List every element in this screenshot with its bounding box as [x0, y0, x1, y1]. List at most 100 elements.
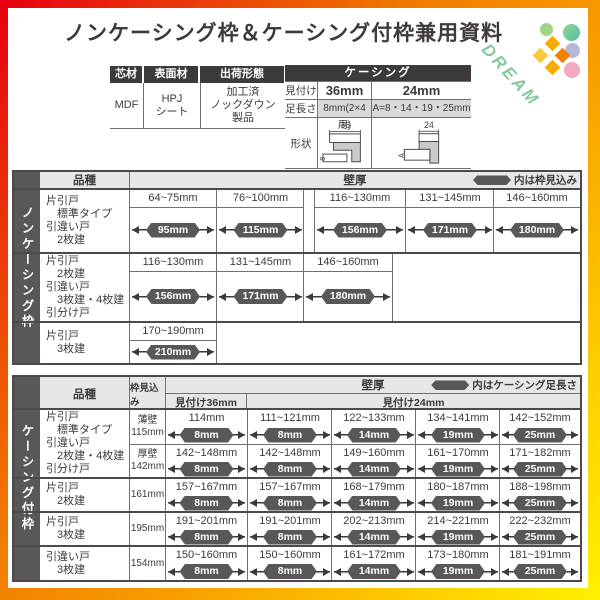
- wall-thickness-cell: 161~172mm 14mm: [331, 547, 416, 580]
- table2-subheader-24: 見付け24mm: [247, 394, 580, 410]
- table2-row2-data: 161mm 157~167mm 8mm 157~167mm 8mm 168~17…: [130, 479, 580, 511]
- dimension-pill: 19mm: [431, 427, 485, 443]
- table2-legend: 内はケーシング足長さ: [431, 378, 577, 393]
- dimension-pill: 25mm: [513, 529, 567, 545]
- table2-row3-data: 195mm 191~201mm 8mm 191~201mm 8mm 202~21…: [130, 513, 580, 545]
- casing-profile-36-icon: 36 8: [320, 120, 361, 163]
- dimension-pill: 171mm: [233, 289, 288, 304]
- wall-thickness-cell: 188~198mm 25mm: [499, 479, 580, 511]
- table1-header-wall-label: 壁厚: [343, 175, 367, 187]
- wall-thickness-cell: 142~152mm 25mm: [499, 410, 580, 444]
- dimension-pill: 25mm: [513, 495, 567, 511]
- wall-range: 111~121mm: [260, 412, 320, 424]
- dimension-arrow: 19mm: [418, 529, 498, 545]
- dimension-arrow: 171mm: [219, 289, 302, 304]
- dimension-arrow: 210mm: [132, 344, 214, 360]
- wall-thickness-cell: 116~130mm 156mm: [315, 190, 405, 252]
- dimension-pill: 8mm: [179, 461, 234, 477]
- dimension-pill: 19mm: [431, 564, 485, 579]
- wall-thickness-cell: 116~130mm 156mm: [130, 254, 216, 321]
- wall-range: 168~179mm: [343, 481, 405, 493]
- dimension-pill: 8mm: [179, 495, 234, 511]
- table1-row-triple: 片引戸 3枚建 170~190mm 210mm: [14, 323, 580, 363]
- dimension-pill: 14mm: [347, 529, 401, 545]
- logo-dot-green-icon: [540, 23, 553, 36]
- table2-legend-text: 内はケーシング足長さ: [472, 379, 577, 392]
- wall-range: 202~213mm: [343, 515, 405, 527]
- svg-text:8: 8: [320, 157, 327, 161]
- dimension-arrow: 14mm: [334, 461, 414, 477]
- dimension-pill: 8mm: [263, 529, 317, 545]
- table2-thickwall-subrow: 厚壁 142mm 142~148mm 8mm 142~148mm 8mm 149…: [130, 445, 580, 477]
- wall-thickness-cell: 134~141mm 19mm: [415, 410, 500, 444]
- casing-face-width-36: 36mm: [317, 82, 371, 99]
- wall-thickness-cell: 157~167mm 8mm: [166, 479, 247, 511]
- wall-range: 131~145mm: [406, 190, 494, 208]
- wall-thickness-cell: 173~180mm 19mm: [415, 547, 500, 580]
- wall-range: 122~133mm: [343, 412, 405, 424]
- casing-face-width-24: 24mm: [371, 82, 471, 99]
- dimension-arrow: 8mm: [250, 461, 330, 477]
- non-casing-frame-table: ノンケーシング枠 品種 壁厚 内は枠見込み 片引戸 標準タイプ 引違い戸 2枚建…: [12, 170, 582, 365]
- casing-face-width-row: 見付け 36mm 24mm: [285, 81, 471, 99]
- dimension-arrow: 19mm: [418, 564, 498, 579]
- dimension-arrow: 8mm: [250, 564, 330, 579]
- legend-pill-icon: [473, 175, 511, 185]
- wall-range: 171~182mm: [509, 447, 571, 459]
- table1-legend: 内は枠見込み: [473, 173, 577, 188]
- wall-range: 149~160mm: [343, 447, 405, 459]
- wall-range: 180~187mm: [427, 481, 489, 493]
- table2-thinwall-subrow: 薄壁 115mm 114mm 8mm 111~121mm 8mm 122~133…: [130, 410, 580, 445]
- wall-thickness-cell: 64~75mm 95mm: [130, 190, 216, 252]
- wall-range: 191~201mm: [259, 515, 321, 527]
- table2-row3-kind: 片引戸 3枚建: [40, 513, 130, 545]
- wall-thickness-cell: 76~100mm 115mm: [216, 190, 304, 252]
- casing-leg-length-24: A=8・14・19・25mm: [371, 100, 471, 117]
- table1-header-kind: 品種: [40, 172, 130, 188]
- wall-range: 191~201mm: [175, 515, 238, 527]
- wall-range: 116~130mm: [315, 190, 405, 208]
- wall-thickness-cell: 222~232mm 25mm: [499, 513, 580, 545]
- wall-thickness-cell: 149~160mm 14mm: [331, 445, 416, 477]
- dimension-pill: 156mm: [146, 289, 200, 304]
- spec-value-row: MDF HPJ シート 加工済 ノックダウン 製品: [110, 83, 285, 129]
- wall-range: 76~100mm: [217, 190, 304, 208]
- wall-thickness-cell: 146~160mm 180mm: [303, 254, 393, 321]
- wall-range: 157~167mm: [259, 481, 321, 493]
- casing-shape-label: 形状: [290, 137, 312, 150]
- dimension-pill: 210mm: [146, 344, 200, 360]
- dimension-arrow: 25mm: [502, 529, 578, 545]
- spec-header-row: 芯材 表面材 出荷形態: [110, 66, 285, 83]
- wall-range: 150~160mm: [175, 549, 238, 561]
- frame-depth-cell: 薄壁 115mm: [130, 410, 166, 444]
- wall-thickness-cell: 146~160mm 180mm: [493, 190, 580, 252]
- table2-row1-kind: 片引戸 標準タイプ 引違い戸 2枚建・4枚建 引分け戸: [40, 410, 130, 477]
- dimension-arrow: 180mm: [496, 222, 578, 238]
- table1-spacer-column: [303, 190, 315, 252]
- casing-shape-36-cell: 36 8: [317, 118, 371, 168]
- frame-depth-cell: 厚壁 142mm: [130, 445, 166, 477]
- dimension-arrow: 180mm: [306, 289, 390, 304]
- spec-value-core: MDF: [114, 99, 139, 111]
- dimension-pill: 25mm: [513, 564, 567, 579]
- wall-range: 222~232mm: [509, 515, 571, 527]
- table1-row-standard: 片引戸 標準タイプ 引違い戸 2枚建 64~75mm 95mm 76~100mm…: [14, 190, 580, 254]
- svg-text:A: A: [397, 152, 406, 158]
- wall-thickness-cell: 111~121mm 8mm: [247, 410, 332, 444]
- casing-spec-table: ケーシング 見付け 36mm 24mm 足長さ 8mm(2×4用) A=8・14…: [285, 65, 471, 169]
- wall-range: 161~172mm: [343, 549, 405, 561]
- frame-depth-cell: 154mm: [130, 547, 166, 580]
- frame-depth-cell: 195mm: [130, 513, 166, 545]
- dimension-arrow: 171mm: [408, 222, 492, 238]
- dimension-arrow: 8mm: [250, 529, 330, 545]
- table1-header-row: 品種 壁厚 内は枠見込み: [14, 172, 580, 190]
- wall-range: 134~141mm: [427, 412, 489, 424]
- table1-row-multi: 片引戸 2枚建 引違い戸 3枚建・4枚建 引分け戸 116~130mm 156m…: [14, 254, 580, 323]
- dimension-pill: 171mm: [423, 222, 477, 238]
- legend-pill-icon: [431, 380, 470, 390]
- table2-subheader-row: [14, 394, 580, 410]
- dimension-pill: 8mm: [263, 427, 317, 443]
- page-title: ノンケーシング枠＆ケーシング付枠兼用資料: [64, 22, 504, 45]
- dimension-pill: 8mm: [179, 529, 234, 545]
- wall-thickness-cell: 131~145mm 171mm: [405, 190, 494, 252]
